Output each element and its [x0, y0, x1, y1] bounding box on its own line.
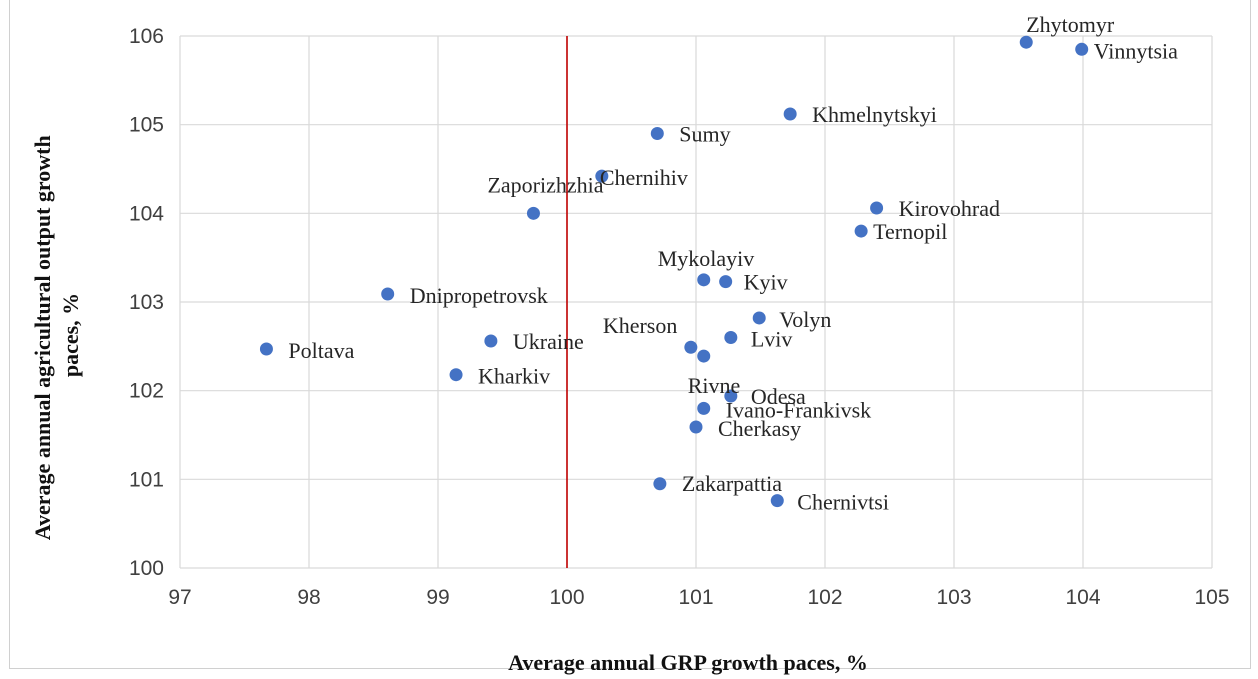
- data-point: [854, 224, 868, 238]
- data-point: [259, 342, 273, 356]
- point-label: Zaporizhzhia: [487, 172, 603, 197]
- x-tick-label: 100: [549, 586, 584, 609]
- data-point: [381, 287, 395, 301]
- point-label: Ternopil: [873, 219, 947, 244]
- x-tick-label: 101: [678, 586, 713, 609]
- x-tick-label: 105: [1194, 586, 1229, 609]
- point-label: Poltava: [288, 338, 354, 363]
- data-point: [1075, 42, 1089, 56]
- x-tick-label: 97: [168, 586, 191, 609]
- y-tick-label: 105: [129, 114, 164, 137]
- point-label: Lviv: [751, 326, 793, 351]
- y-tick-label: 102: [129, 380, 164, 403]
- data-point: [697, 349, 711, 363]
- point-label: Cherkasy: [718, 416, 801, 441]
- data-point: [752, 311, 766, 325]
- chart-frame: [9, 0, 1251, 669]
- data-point: [870, 201, 884, 215]
- point-label: Ivano-Frankivsk: [726, 397, 871, 422]
- y-tick-label: 104: [129, 202, 164, 225]
- y-axis-title-line-2: paces, %: [58, 293, 83, 377]
- y-tick-label: 101: [129, 468, 164, 491]
- data-point: [1019, 35, 1033, 49]
- gridlines: [179, 35, 1213, 569]
- point-label: Kirovohrad: [899, 196, 1000, 221]
- point-label: Chernihiv: [600, 165, 688, 190]
- data-points: [259, 35, 1089, 508]
- point-label: Odesa: [751, 384, 806, 409]
- y-axis-tick-labels: 100 101 102 103 104 105 106: [129, 25, 164, 580]
- data-point: [449, 368, 463, 382]
- x-axis-title: Average annual GRP growth paces, %: [508, 650, 868, 675]
- data-point: [783, 107, 797, 121]
- x-tick-label: 98: [297, 586, 320, 609]
- x-tick-label: 99: [426, 586, 449, 609]
- data-point: [526, 206, 540, 220]
- y-tick-label: 103: [129, 291, 164, 314]
- point-label: Ukraine: [513, 329, 584, 354]
- data-point: [653, 477, 667, 491]
- point-label: Chernivtsi: [797, 490, 889, 515]
- x-axis-tick-labels: 97 98 99 100 101 102 103 104 105: [168, 586, 1229, 609]
- point-label: Sumy: [679, 122, 730, 147]
- y-tick-label: 106: [129, 25, 164, 48]
- data-point: [595, 169, 609, 183]
- point-label: Kyiv: [744, 270, 788, 295]
- data-point: [684, 340, 698, 354]
- point-label: Vinnytsia: [1094, 38, 1178, 63]
- y-axis-title-line-1: Average annual agricultural output growt…: [30, 135, 55, 540]
- point-label: Khmelnytskyi: [812, 102, 937, 127]
- point-label: Rivne: [688, 373, 741, 398]
- point-label: Zakarpattia: [682, 471, 782, 496]
- point-label: Kharkiv: [478, 364, 550, 389]
- point-label: Kherson: [603, 313, 678, 338]
- point-label: Mykolayiv: [658, 246, 755, 271]
- data-point: [650, 127, 664, 141]
- data-point: [484, 334, 498, 348]
- x-tick-label: 102: [807, 586, 842, 609]
- data-point: [697, 273, 711, 287]
- data-point: [697, 401, 711, 415]
- x-tick-label: 104: [1065, 586, 1100, 609]
- x-tick-label: 103: [936, 586, 971, 609]
- y-axis-title: Average annual agricultural output growt…: [30, 130, 83, 540]
- data-point: [724, 389, 738, 403]
- data-point: [719, 275, 733, 289]
- point-label: Volyn: [779, 307, 831, 332]
- y-tick-label: 100: [129, 557, 164, 580]
- data-point: [689, 420, 703, 434]
- point-label: Zhytomyr: [1026, 12, 1115, 37]
- data-point: [724, 330, 738, 344]
- data-point: [770, 494, 784, 508]
- point-label: Dnipropetrovsk: [410, 283, 548, 308]
